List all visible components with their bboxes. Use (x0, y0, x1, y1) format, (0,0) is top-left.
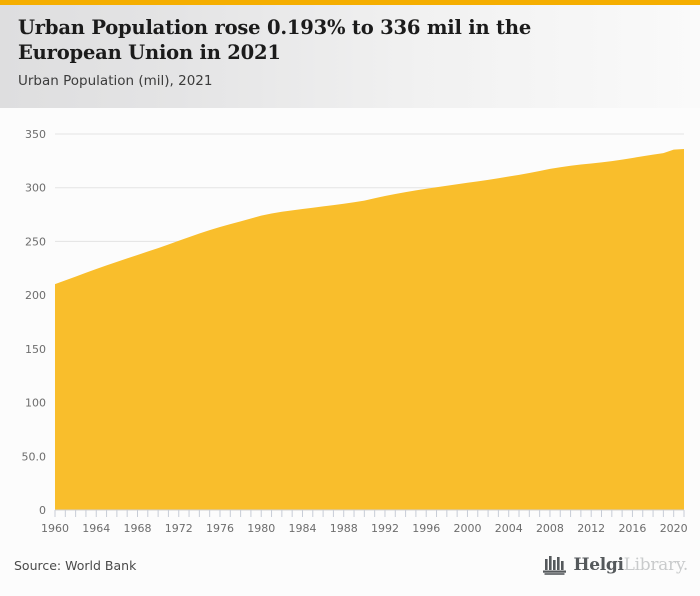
x-axis-tick-label: 1976 (206, 522, 234, 535)
chart-subtitle: Urban Population (mil), 2021 (18, 73, 213, 89)
y-axis-tick-label: 350 (25, 128, 46, 141)
x-axis-tick-label: 1972 (165, 522, 193, 535)
page-title: Urban Population rose 0.193% to 336 mil … (18, 16, 532, 64)
x-axis-tick-label: 2004 (495, 522, 523, 535)
x-axis-tick-label: 1996 (412, 522, 440, 535)
x-axis-tick-label: 1988 (330, 522, 358, 535)
x-axis-tick-label: 1980 (247, 522, 275, 535)
x-axis-tick-label: 2020 (660, 522, 688, 535)
series-area-urban-population (55, 149, 684, 510)
x-axis-tick-label: 1960 (41, 522, 69, 535)
area-chart-svg: 0 50.0 100 150 200 250 300 350 1960 1964 1968 1972… (22, 128, 688, 535)
helgi-library-logo[interactable]: HelgiLibrary. (542, 554, 688, 576)
x-axis-tick-label: 1992 (371, 522, 399, 535)
y-axis-tick-label: 300 (25, 182, 46, 195)
y-axis-tick-label: 200 (25, 289, 46, 302)
y-axis-tick-label: 50.0 (22, 450, 47, 463)
x-axis-labels-group: 1960 1964 1968 1972 1976 1980 1984 1988 1992 1996… (41, 522, 688, 535)
y-axis-labels-group: 0 50.0 100 150 200 250 300 350 (22, 128, 47, 517)
x-axis-tick-label: 2000 (453, 522, 481, 535)
chart-footer: Source: World Bank HelgiLibrary. (0, 540, 700, 596)
source-label: Source: World Bank (14, 558, 137, 573)
y-axis-tick-label: 150 (25, 343, 46, 356)
y-axis-tick-label: 250 (25, 235, 46, 248)
top-accent-bar (0, 0, 700, 5)
axis-group (54, 509, 685, 517)
y-axis-tick-label: 0 (39, 504, 46, 517)
bar-chart-building-icon (543, 556, 567, 575)
chart-plot-area: 0 50.0 100 150 200 250 300 350 1960 1964 1968 1972… (0, 108, 700, 540)
x-axis-tick-label: 1984 (288, 522, 316, 535)
x-axis-tick-label: 1968 (123, 522, 151, 535)
chart-header: Urban Population rose 0.193% to 336 mil … (0, 5, 700, 108)
x-axis-tick-label: 2012 (577, 522, 605, 535)
x-axis-tick-label: 2016 (618, 522, 646, 535)
x-axis-tick-label: 2008 (536, 522, 564, 535)
y-axis-tick-label: 100 (25, 397, 46, 410)
logo-name-bold: Helgi (573, 555, 624, 575)
x-axis-tick-label: 1964 (82, 522, 110, 535)
series-area-group (55, 149, 684, 510)
logo-name-light: Library. (623, 555, 689, 575)
